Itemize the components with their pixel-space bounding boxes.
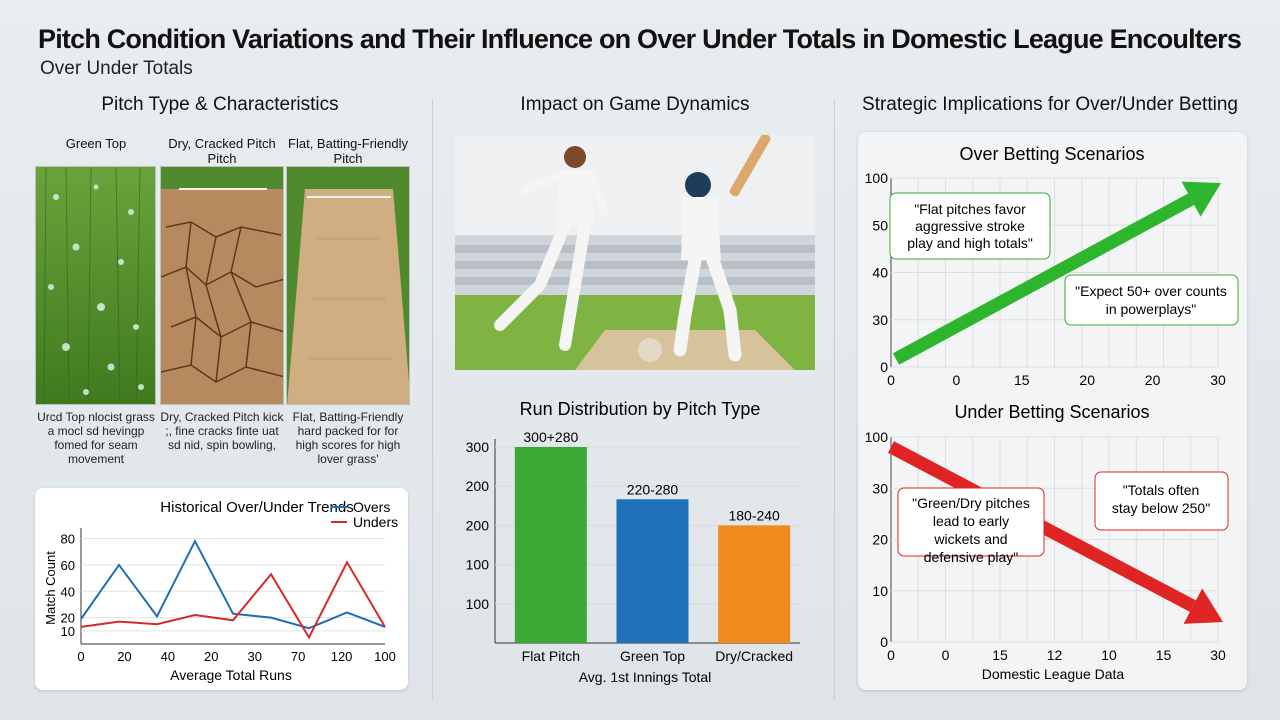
bar-dry-cracked xyxy=(718,525,791,643)
pitch-desc-dry-cracked: Dry, Cracked Pitch kick ;, fine cracks f… xyxy=(160,410,284,452)
historical-trends-chart: Historical Over/Under Trends Overs Under… xyxy=(43,499,398,683)
bar-y-tick-label: 100 xyxy=(466,596,490,612)
under-betting-chart: Under Betting Scenarios Domestic League … xyxy=(865,402,1229,682)
scenario-y-tick-label: 30 xyxy=(872,480,888,496)
scenario-x-tick-label: 20 xyxy=(1145,372,1161,388)
scenario-y-tick-label: 20 xyxy=(872,532,888,548)
legend-overs-label: Overs xyxy=(353,499,390,515)
trend-x-tick-label: 20 xyxy=(204,649,218,664)
trend-x-tick-label: 120 xyxy=(331,649,353,664)
pitch-label-dry-cracked: Dry, Cracked Pitch Pitch xyxy=(168,136,276,166)
pitch-label-green-top: Green Top xyxy=(65,136,127,151)
scenario-x-tick-label: 15 xyxy=(1014,372,1030,388)
batsman-figure xyxy=(673,135,771,362)
pitch-desc-flat: Flat, Batting-Friendly hard packed for f… xyxy=(292,410,404,466)
column-divider-left xyxy=(432,100,433,700)
over-chart-title: Over Betting Scenarios xyxy=(959,144,1144,164)
left-column-heading: Pitch Type & Characteristics xyxy=(101,94,339,115)
page-title: Pitch Condition Variations and Their Inf… xyxy=(38,24,1242,54)
bar-category-label: Flat Pitch xyxy=(522,648,580,664)
bar-y-tick-label: 300 xyxy=(466,439,490,455)
trend-x-tick-label: 70 xyxy=(291,649,305,664)
trend-chart-title: Historical Over/Under Trends xyxy=(160,499,353,516)
trend-x-tick-label: 100 xyxy=(374,649,396,664)
scenario-x-tick-label: 30 xyxy=(1210,647,1226,663)
trend-x-tick-label: 30 xyxy=(247,649,261,664)
trend-x-axis-label: Average Total Runs xyxy=(170,667,292,683)
under-annotation-totals: "Totals often stay below 250" xyxy=(1094,471,1229,531)
scenario-y-tick-label: 100 xyxy=(865,429,889,445)
trend-x-tick-label: 20 xyxy=(117,649,131,664)
scenario-y-tick-label: 30 xyxy=(872,312,888,328)
scenario-x-tick-label: 12 xyxy=(1047,647,1063,663)
trend-series-unders xyxy=(80,560,386,640)
bar-data-label: 220-280 xyxy=(627,481,679,497)
trend-y-tick-label: 40 xyxy=(61,584,75,599)
pitch-desc-green-top: Urcd Top nlocist grass a mocl sd hevingp… xyxy=(37,410,155,466)
scenario-x-tick-label: 15 xyxy=(992,647,1008,663)
trend-y-tick-label: 80 xyxy=(61,532,75,547)
scenario-arrow-head xyxy=(1183,588,1223,624)
trend-x-tick-label: 0 xyxy=(77,649,84,664)
pitch-label-flat: Flat, Batting-Friendly Pitch xyxy=(288,136,408,166)
green-top-pitch-image xyxy=(35,166,156,405)
legend-unders-label: Unders xyxy=(353,514,398,530)
scenario-trend-arrow xyxy=(892,193,1195,365)
scenario-x-tick-label: 0 xyxy=(953,372,961,388)
right-column-heading: Strategic Implications for Over/Under Be… xyxy=(862,94,1238,115)
trend-y-tick-label: 20 xyxy=(61,611,75,626)
bar-chart-title: Run Distribution by Pitch Type xyxy=(520,399,761,419)
scenario-x-tick-label: 10 xyxy=(1101,647,1117,663)
bar-green-top xyxy=(616,499,689,643)
under-chart-title: Under Betting Scenarios xyxy=(954,402,1149,422)
match-illustration xyxy=(455,135,815,370)
bar-y-tick-label: 200 xyxy=(466,478,490,494)
bowler-figure xyxy=(494,146,610,351)
page-subtitle: Over Under Totals xyxy=(40,58,193,79)
bar-category-label: Green Top xyxy=(620,648,685,664)
over-annotation-powerplay: "Expect 50+ over counts in powerplays" xyxy=(1064,274,1239,326)
under-x-axis-label: Domestic League Data xyxy=(982,666,1125,682)
bar-data-label: 180-240 xyxy=(728,507,780,523)
scenario-y-tick-label: 10 xyxy=(872,583,888,599)
trend-y-tick-label: 60 xyxy=(61,558,75,573)
scenario-arrow-head xyxy=(1181,181,1221,217)
middle-column-heading: Impact on Game Dynamics xyxy=(520,94,750,115)
scenario-x-tick-label: 30 xyxy=(1210,372,1226,388)
bar-data-label: 300+280 xyxy=(523,429,578,445)
trend-y-axis-label: Match Count xyxy=(43,551,58,625)
scenario-y-tick-label: 0 xyxy=(880,634,888,650)
scenario-y-tick-label: 0 xyxy=(880,359,888,375)
column-divider-right xyxy=(834,100,835,700)
trend-series-overs xyxy=(80,539,386,630)
over-annotation-flat: "Flat pitches favor aggressive stroke play… xyxy=(889,192,1051,260)
bar-flat-pitch xyxy=(514,447,587,643)
scenario-y-tick-label: 40 xyxy=(872,265,888,281)
scenario-x-tick-label: 0 xyxy=(942,647,950,663)
flat-pitch-image xyxy=(286,166,410,405)
trend-x-tick-label: 40 xyxy=(161,649,175,664)
scenario-x-tick-label: 0 xyxy=(887,372,895,388)
scenario-x-tick-label: 20 xyxy=(1079,372,1095,388)
scenario-x-tick-label: 0 xyxy=(887,647,895,663)
scenario-x-tick-label: 15 xyxy=(1156,647,1172,663)
bar-y-tick-label: 100 xyxy=(466,557,490,573)
scenario-y-tick-label: 100 xyxy=(865,170,889,186)
under-annotation-wickets: "Green/Dry pitches lead to early wickets a… xyxy=(897,487,1045,565)
dry-cracked-pitch-image xyxy=(160,166,284,405)
bar-x-axis-label: Avg. 1st Innings Total xyxy=(579,669,712,685)
trend-y-tick-label: 10 xyxy=(61,624,75,639)
run-distribution-chart: Run Distribution by Pitch Type Avg. 1st … xyxy=(466,399,800,685)
bar-category-label: Dry/Cracked xyxy=(715,648,793,664)
scenario-y-tick-label: 50 xyxy=(872,217,888,233)
bar-y-tick-label: 200 xyxy=(466,517,490,533)
